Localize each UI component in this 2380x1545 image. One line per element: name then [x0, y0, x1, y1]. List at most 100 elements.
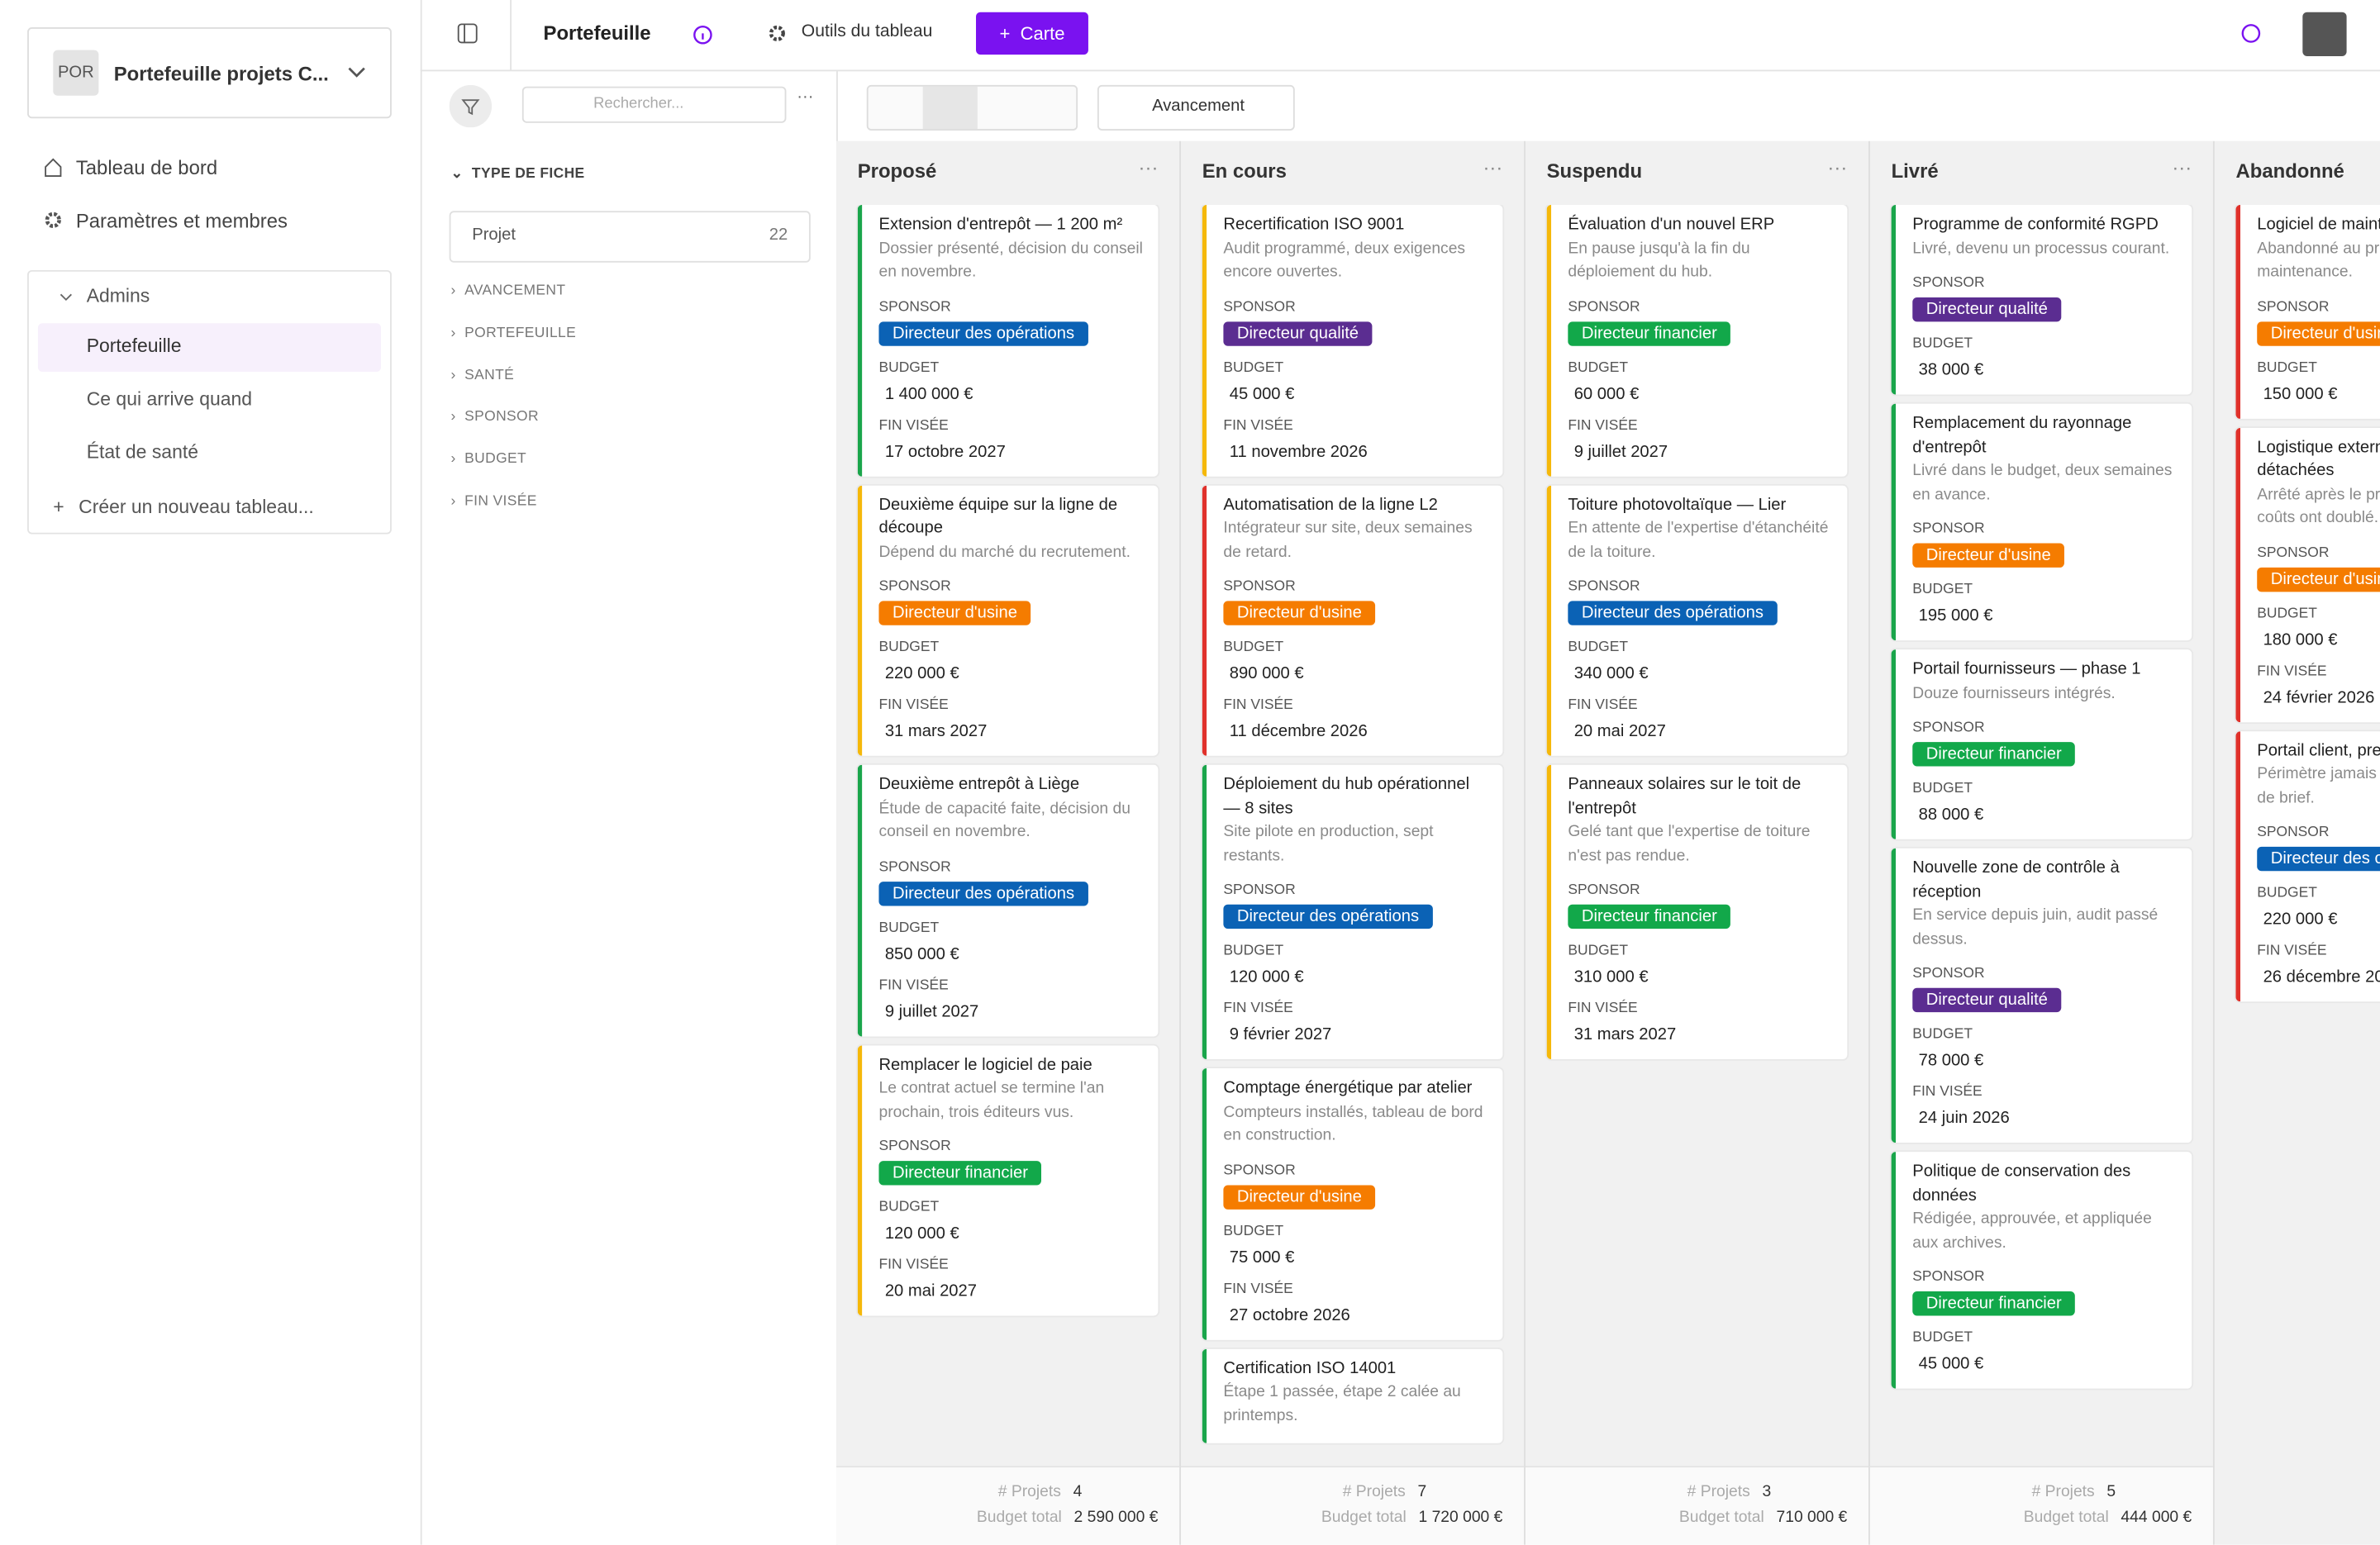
budget-value: 220 000 € — [2263, 910, 2338, 929]
column-menu[interactable]: ··· — [2172, 156, 2192, 179]
card-title: Toiture photovoltaïque — Lier — [1568, 495, 1787, 514]
field-label: FIN VISÉE — [878, 696, 949, 714]
card-title: Portail client, première version — [2257, 741, 2380, 760]
workspace-name: Portefeuille projets C... — [113, 62, 329, 85]
field-label: BUDGET — [878, 1199, 940, 1216]
workspace-switcher[interactable]: POR Portefeuille projets C... — [27, 27, 392, 119]
field-label: SPONSOR — [1223, 1162, 1296, 1179]
filter-section-open[interactable]: ⌄ TYPE DE FICHE — [450, 165, 585, 183]
filter-section[interactable]: › SPONSOR — [450, 408, 539, 426]
filter-panel: Rechercher... ··· ⌄ TYPE DE FICHE Projet… — [421, 69, 838, 1545]
chevron — [60, 293, 72, 302]
card-title: Panneaux solaires sur le toit de l'entre… — [1568, 775, 1802, 818]
board-link[interactable]: Portefeuille — [86, 335, 182, 357]
info-icon[interactable] — [693, 24, 714, 45]
card[interactable]: Comptage énergétique par atelier Compteur… — [1202, 1068, 1503, 1339]
card[interactable]: Logiciel de maintenance Abandonné au prof… — [2235, 204, 2380, 419]
card[interactable]: Extension d'entrepôt — 1 200 m² Dossier p… — [857, 204, 1159, 476]
card[interactable]: Automatisation de la ligne L2 Intégrateur… — [1202, 484, 1503, 756]
filter-section[interactable]: › FIN VISÉE — [450, 492, 537, 511]
card[interactable]: Toiture photovoltaïque — Lier En attente … — [1546, 484, 1848, 756]
field-label: SPONSOR — [1223, 297, 1296, 316]
field-label: FIN VISÉE — [1223, 416, 1293, 434]
footer-row: # Projets 5 — [2032, 1482, 2192, 1500]
column-menu[interactable]: ··· — [1138, 156, 1159, 179]
card[interactable]: Panneaux solaires sur le toit de l'entre… — [1546, 764, 1848, 1060]
end-date: 27 octobre 2026 — [1229, 1305, 1350, 1324]
filter-option[interactable]: Projet 22 — [449, 211, 811, 263]
card[interactable]: Nouvelle zone de contrôle à réception En … — [1891, 848, 2192, 1143]
card[interactable]: Portail client, première version Périmètr… — [2235, 730, 2380, 1002]
group-by[interactable]: Avancement — [1097, 84, 1295, 131]
more[interactable]: ··· — [797, 88, 814, 107]
footer-label: Budget total — [1678, 1508, 1764, 1527]
card[interactable]: Logistique externe des pièces détachéesA… — [2235, 427, 2380, 722]
card[interactable]: Remplacement du rayonnage d'entrepôt Livr… — [1891, 403, 2192, 641]
card[interactable]: Remplacer le logiciel de paie Le contrat … — [857, 1044, 1159, 1316]
project-count: 5 — [2106, 1482, 2116, 1501]
board: Proposé ··· Extension d'entrepôt — 1 200 m… — [836, 140, 2380, 1545]
field-label: FIN VISÉE — [1568, 1000, 1638, 1017]
help-icon[interactable] — [2240, 23, 2262, 45]
card-title: Logiciel de maintenance — [2257, 215, 2380, 234]
sponsor-tag: Directeur financier — [878, 1161, 1042, 1186]
field-label: SPONSOR — [878, 297, 951, 316]
card-description: En pause jusqu'à la fin du déploiement d… — [1568, 239, 1750, 281]
card[interactable]: Programme de conformité RGPD Livré, deven… — [1891, 204, 2192, 395]
field-label: SPONSOR — [2257, 824, 2330, 841]
board-link[interactable]: Ce qui arrive quand — [86, 388, 253, 410]
card-title: Extension d'entrepôt — 1 200 m² — [878, 215, 1123, 234]
field-label: BUDGET — [1568, 359, 1629, 376]
board-title: Portefeuille — [543, 21, 651, 45]
avatar[interactable] — [2302, 12, 2347, 56]
filter-section[interactable]: › BUDGET — [450, 450, 527, 468]
card[interactable]: Deuxième équipe sur la ligne de découpe D… — [857, 484, 1159, 756]
topbar: Portefeuille Outils du tableau + Carte — [420, 0, 2380, 72]
card-description: Périmètre jamais validé sous forme de br… — [2257, 764, 2380, 807]
add-card-button[interactable]: + Carte — [976, 12, 1088, 55]
card[interactable]: Portail fournisseurs — phase 1 Douze four… — [1891, 649, 2192, 839]
card[interactable]: Évaluation d'un nouvel ERP En pause jusqu… — [1546, 204, 1848, 476]
card[interactable]: Recertification ISO 9001 Audit programmé,… — [1202, 204, 1503, 476]
card-description: Livré dans le budget, deux semaines en a… — [1912, 461, 2173, 503]
project-count: 4 — [1073, 1482, 1083, 1501]
budget-total: 444 000 € — [2121, 1508, 2192, 1527]
column-title: Abandonné — [2235, 159, 2344, 183]
field-label: BUDGET — [1223, 639, 1284, 656]
board-tools[interactable]: Outils du tableau — [801, 22, 933, 41]
field-label: SPONSOR — [878, 858, 951, 875]
nav-item[interactable]: Paramètres et membres — [42, 209, 288, 232]
card-title: Logistique externe des pièces détachées — [2257, 437, 2380, 480]
card-description: Audit programmé, deux exigences encore o… — [1223, 239, 1466, 281]
filter-section[interactable]: › AVANCEMENT — [450, 282, 566, 299]
column-menu[interactable]: ··· — [1827, 156, 1848, 179]
card[interactable]: Deuxième entrepôt à Liège Étude de capaci… — [857, 764, 1159, 1036]
view-switcher[interactable] — [866, 84, 1078, 131]
search-box[interactable]: Rechercher... — [521, 86, 787, 123]
field-label: BUDGET — [1223, 359, 1284, 376]
toggle-sidebar[interactable] — [457, 23, 478, 45]
card-description: Dépend du marché du recrutement. — [878, 542, 1130, 561]
card[interactable]: Certification ISO 14001 Étape 1 passée, é… — [1202, 1348, 1503, 1443]
section-title: SANTÉ — [464, 366, 515, 383]
search-placeholder: Rechercher... — [593, 95, 684, 112]
group-name[interactable]: Admins — [86, 285, 150, 307]
field-label: SPONSOR — [1912, 965, 1985, 982]
column-title: En cours — [1202, 159, 1287, 183]
filter-section[interactable]: › PORTEFEUILLE — [450, 324, 577, 341]
sponsor-tag: Directeur d'usine — [2257, 567, 2380, 592]
filter-button[interactable] — [449, 84, 493, 128]
column-menu[interactable]: ··· — [1483, 156, 1503, 179]
board-link[interactable]: État de santé — [86, 441, 199, 464]
sponsor-tag: Directeur des opérations — [878, 321, 1088, 345]
footer-row: # Projets 7 — [1343, 1482, 1503, 1500]
sponsor-tag: Directeur des opérations — [878, 881, 1088, 906]
column-footer: # Projets 4 Budget total 2 590 000 € — [836, 1466, 1180, 1545]
nav-item[interactable]: Tableau de bord — [42, 156, 217, 179]
card[interactable]: Politique de conservation des données Réd… — [1891, 1152, 2192, 1389]
field-label: SPONSOR — [1912, 274, 1985, 292]
filter-section[interactable]: › SANTÉ — [450, 366, 515, 383]
create-board[interactable]: + Créer un nouveau tableau... — [53, 496, 314, 518]
card[interactable]: Déploiement du hub opérationnel — 8 site… — [1202, 764, 1503, 1060]
